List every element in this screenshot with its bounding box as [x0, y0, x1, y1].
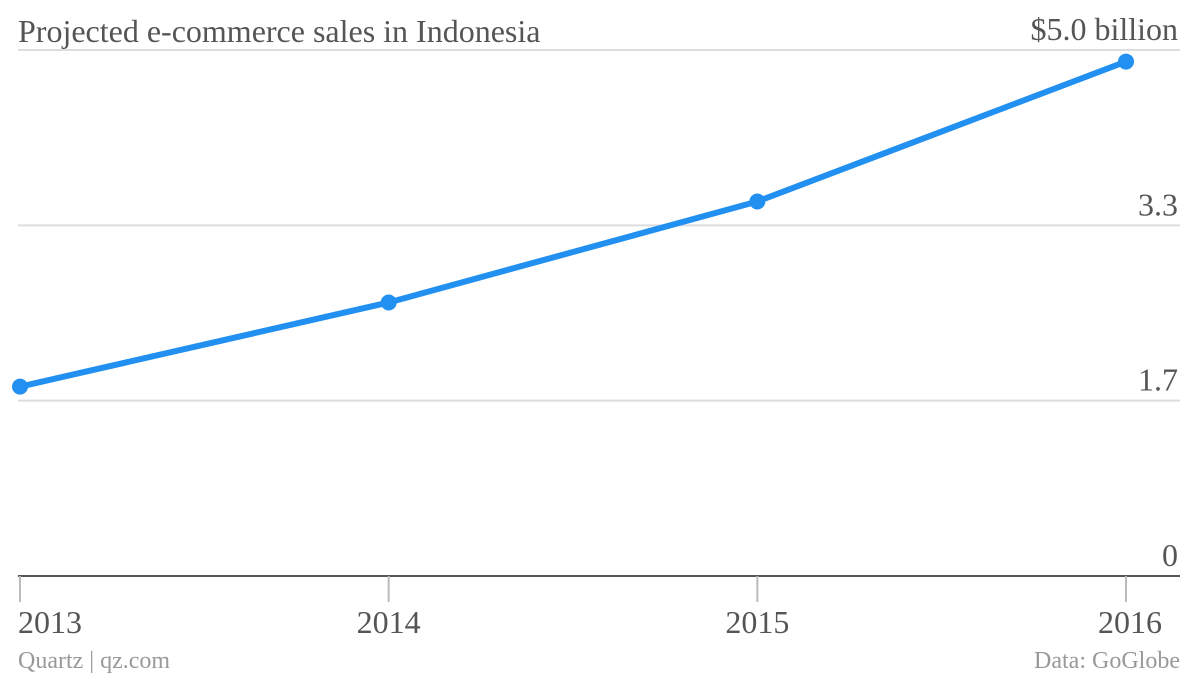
x-tick-label: 2015 [725, 604, 789, 640]
y-tick-label: 3.3 [1138, 186, 1178, 222]
line [19, 58, 1128, 390]
point [749, 193, 766, 210]
y-tick-label: 1.7 [1138, 362, 1178, 398]
y-tick-label: $5.0 billion [1030, 11, 1178, 47]
point [380, 294, 397, 311]
y-tick-label: 0 [1162, 537, 1178, 573]
point [1118, 53, 1134, 70]
x-tick-label: 2014 [357, 604, 421, 640]
point [12, 378, 28, 395]
x-tick-label: 2016 [1098, 604, 1162, 640]
chart-title: Projected e-commerce sales in Indonesia [18, 13, 540, 49]
note: Data: GoGlobe [1034, 648, 1180, 674]
x-tick-label: 2013 [18, 604, 82, 640]
source: Quartz | qz.com [18, 648, 170, 674]
